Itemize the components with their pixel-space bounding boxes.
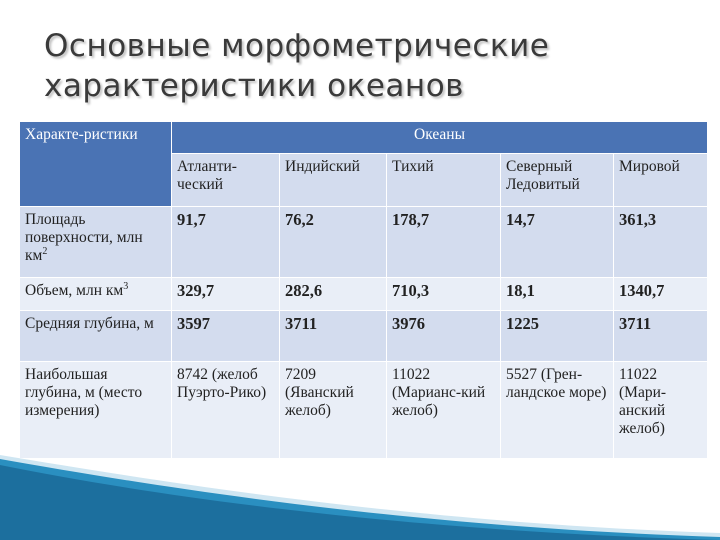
slide-title-line-1: Основные морфометрические bbox=[44, 28, 550, 64]
table-row-volume: Объем, млн км3 329,7 282,6 710,3 18,1 13… bbox=[19, 277, 709, 311]
table-cell: 11022 (Марианс-кий желоб) bbox=[386, 361, 501, 459]
row-label-area: Площадь поверхности, млн км2 bbox=[19, 206, 172, 278]
ocean-characteristics-table: Характе-ристики Океаны Атланти-ческий Ин… bbox=[19, 120, 709, 459]
table-cell: 7209 (Яванский желоб) bbox=[279, 361, 387, 459]
table-cell: 3711 bbox=[279, 310, 387, 362]
table-cell: 76,2 bbox=[279, 206, 387, 278]
table-cell: 329,7 bbox=[171, 277, 280, 311]
table-row-mean-depth: Средняя глубина, м 3597 3711 3976 1225 3… bbox=[19, 310, 709, 362]
table-cell: 11022 (Мари-анский желоб) bbox=[612, 361, 709, 459]
table-cell: 710,3 bbox=[386, 277, 501, 311]
ocean-name-pacific: Тихий bbox=[386, 153, 501, 207]
table-cell: 91,7 bbox=[171, 206, 280, 278]
row-label-text: Объем, млн км bbox=[25, 282, 124, 299]
slide-title-line-2: характеристики океанов bbox=[44, 68, 464, 104]
table-cell: 3976 bbox=[386, 310, 501, 362]
row-label-superscript: 3 bbox=[123, 280, 129, 292]
table-cell: 178,7 bbox=[386, 206, 501, 278]
bottom-wave-decoration bbox=[0, 455, 720, 540]
oceans-group-header: Океаны bbox=[170, 120, 709, 155]
table-header-row: Характе-ристики Океаны bbox=[19, 120, 709, 207]
ocean-name-atlantic: Атланти-ческий bbox=[171, 153, 280, 207]
row-label-text: Площадь поверхности, млн км bbox=[25, 211, 143, 264]
table-cell: 8742 (желоб Пуэрто-Рико) bbox=[171, 361, 280, 459]
ocean-name-arctic: Северный Ледовитый bbox=[500, 153, 614, 207]
table-cell: 14,7 bbox=[500, 206, 614, 278]
ocean-names-row: Атланти-ческий Индийский Тихий Северный … bbox=[20, 153, 709, 207]
ocean-name-indian: Индийский bbox=[279, 153, 387, 207]
table-cell: 5527 (Грен-ландское море) bbox=[500, 361, 614, 459]
ocean-name-world: Мировой bbox=[612, 153, 709, 207]
table-cell: 361,3 bbox=[612, 206, 709, 278]
table-cell: 3597 bbox=[171, 310, 280, 362]
table-cell: 1340,7 bbox=[612, 277, 709, 311]
table-row-area: Площадь поверхности, млн км2 91,7 76,2 1… bbox=[19, 206, 709, 278]
wave-shape-dark bbox=[0, 465, 720, 540]
table-cell: 18,1 bbox=[500, 277, 614, 311]
corner-header: Характе-ристики bbox=[19, 121, 172, 207]
table-row-max-depth: Наибольшая глубина, м (место измерения) … bbox=[19, 361, 709, 459]
row-label-max-depth: Наибольшая глубина, м (место измерения) bbox=[19, 361, 172, 459]
row-label-superscript: 2 bbox=[42, 245, 48, 257]
slide-title: Основные морфометрические характеристики… bbox=[44, 26, 684, 106]
table-cell: 282,6 bbox=[279, 277, 387, 311]
table-cell: 3711 bbox=[612, 310, 709, 362]
row-label-volume: Объем, млн км3 bbox=[19, 277, 172, 311]
table-cell: 1225 bbox=[500, 310, 614, 362]
row-label-mean-depth: Средняя глубина, м bbox=[19, 310, 172, 362]
